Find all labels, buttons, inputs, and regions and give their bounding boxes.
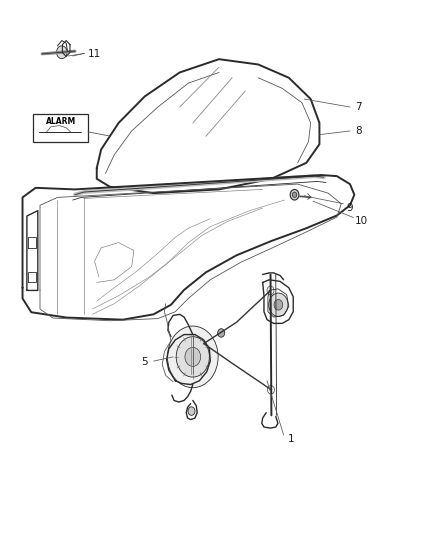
Text: 7: 7 xyxy=(355,102,362,112)
Text: 9: 9 xyxy=(346,203,353,213)
Circle shape xyxy=(268,385,275,394)
Circle shape xyxy=(185,348,201,367)
Text: 11: 11 xyxy=(88,49,101,59)
Circle shape xyxy=(176,337,209,377)
Text: 8: 8 xyxy=(355,126,362,136)
Circle shape xyxy=(269,293,288,317)
FancyBboxPatch shape xyxy=(33,114,88,142)
Text: 5: 5 xyxy=(141,357,148,367)
Circle shape xyxy=(218,329,225,337)
Circle shape xyxy=(199,338,208,349)
Text: 1: 1 xyxy=(288,434,294,445)
Circle shape xyxy=(292,192,297,197)
Circle shape xyxy=(290,189,299,200)
Circle shape xyxy=(167,326,218,387)
Circle shape xyxy=(57,46,67,59)
Circle shape xyxy=(274,300,283,310)
Circle shape xyxy=(188,407,195,415)
Text: ALARM: ALARM xyxy=(46,117,76,126)
Text: 10: 10 xyxy=(354,216,367,227)
Circle shape xyxy=(267,286,274,295)
